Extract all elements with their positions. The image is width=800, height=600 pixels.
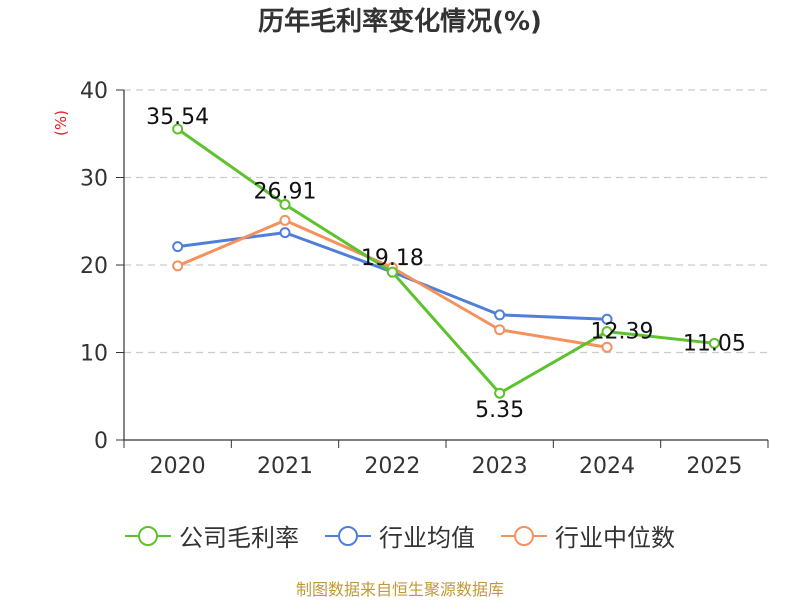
x-tick-label: 2020 [150, 454, 206, 479]
x-tick-label: 2022 [364, 454, 420, 479]
legend: 公司毛利率 行业均值 行业中位数 [0, 518, 800, 553]
data-point-company [172, 123, 184, 135]
data-point-industry_median [601, 341, 613, 353]
legend-swatch-industry-avg [325, 525, 371, 546]
legend-item-industry-avg[interactable]: 行业均值 [325, 518, 475, 553]
legend-item-company[interactable]: 公司毛利率 [125, 518, 299, 553]
y-tick-label: 40 [80, 79, 108, 104]
data-point-company [708, 337, 720, 349]
legend-swatch-industry-median [501, 525, 547, 546]
data-label-company: 5.35 [475, 398, 524, 423]
data-label-company: 26.91 [254, 180, 317, 205]
x-tick-label: 2021 [257, 454, 313, 479]
x-tick-label: 2023 [472, 454, 528, 479]
legend-label-industry-avg: 行业均值 [379, 524, 475, 552]
data-label-company: 12.39 [591, 320, 654, 345]
legend-label-industry-median: 行业中位数 [555, 524, 675, 552]
data-point-industry_avg [601, 313, 613, 325]
data-point-industry_median [494, 324, 506, 336]
y-tick-label: 0 [94, 429, 108, 454]
legend-item-industry-median[interactable]: 行业中位数 [501, 518, 675, 553]
data-label-company: 35.54 [146, 105, 209, 130]
legend-label-company: 公司毛利率 [179, 524, 299, 552]
data-point-industry_median [172, 260, 184, 272]
source-note: 制图数据来自恒生聚源数据库 [295, 580, 504, 599]
series-line-company [176, 127, 715, 395]
chart-title: 历年毛利率变化情况(%) [258, 7, 542, 37]
data-point-industry_avg [172, 241, 184, 253]
y-tick-label: 10 [80, 342, 108, 367]
data-point-industry_avg [494, 309, 506, 321]
data-point-company [494, 387, 506, 399]
data-point-company [279, 199, 291, 211]
x-tick-label: 2025 [686, 454, 742, 479]
data-point-industry_median [279, 214, 291, 226]
data-point-company [386, 266, 398, 278]
x-tick-label: 2024 [579, 454, 635, 479]
y-tick-label: 20 [80, 254, 108, 279]
data-label-company: 11.05 [683, 331, 746, 356]
data-point-industry_avg [279, 227, 291, 239]
data-label-company: 19.18 [361, 246, 424, 271]
y-tick-label: 30 [80, 167, 108, 192]
series-line-industry_median [177, 218, 608, 349]
legend-swatch-company [125, 525, 171, 546]
data-point-company [601, 326, 613, 338]
